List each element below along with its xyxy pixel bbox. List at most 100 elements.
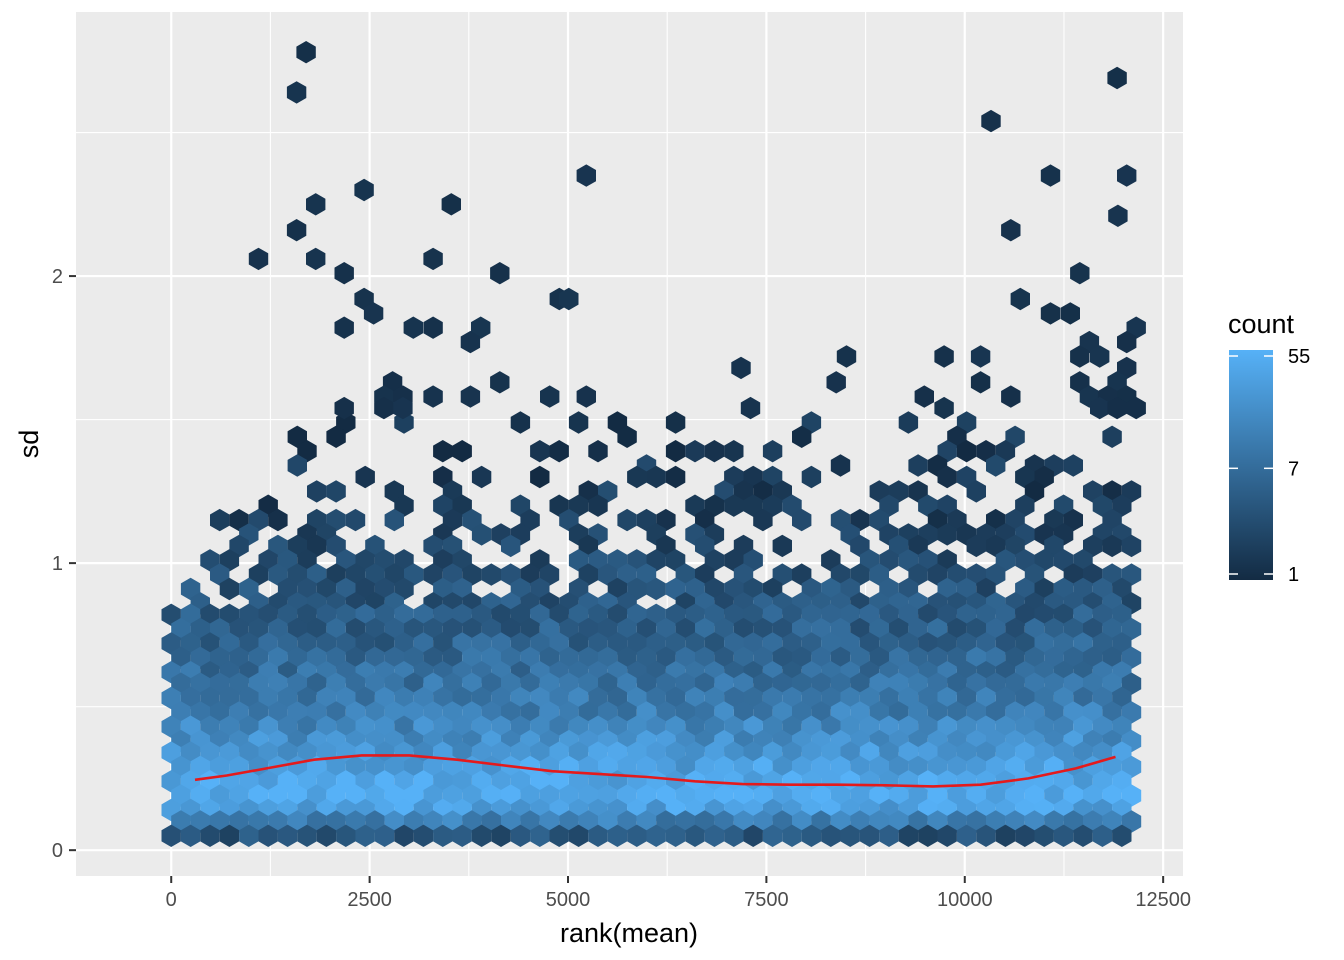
hex-cell xyxy=(549,770,569,793)
hex-cell xyxy=(520,784,540,807)
hex-cell xyxy=(394,770,414,793)
hex-cell xyxy=(578,480,598,503)
hex-cell xyxy=(549,440,569,463)
hex-cell xyxy=(316,715,337,738)
hex-cell xyxy=(1034,603,1054,626)
hex-cell xyxy=(772,672,792,695)
hex-cell xyxy=(966,755,986,779)
hex-cell xyxy=(966,617,986,641)
hex-cell xyxy=(491,824,511,847)
hex-cell xyxy=(772,701,792,724)
hex-cell xyxy=(588,632,608,655)
hex-cell xyxy=(1073,770,1093,793)
hex-cell xyxy=(530,824,550,847)
hex-cell xyxy=(889,617,909,641)
hex-cell xyxy=(442,508,463,532)
hex-cell xyxy=(576,385,596,408)
hex-cell xyxy=(714,810,734,833)
hex-cell xyxy=(724,440,744,463)
hex-cell xyxy=(336,770,356,793)
hex-cell xyxy=(840,686,860,710)
hex-cell xyxy=(685,741,705,764)
hex-cell xyxy=(297,824,317,847)
hex-cell xyxy=(277,549,298,572)
hex-cell xyxy=(1121,617,1142,641)
hex-cell xyxy=(452,577,472,601)
hex-cell xyxy=(1015,770,1035,793)
hex-cell xyxy=(433,686,453,710)
hex-cell xyxy=(248,508,269,532)
hex-cell xyxy=(190,646,210,669)
hex-cell xyxy=(704,686,725,710)
hex-cell xyxy=(460,330,481,354)
hex-cell xyxy=(161,741,181,764)
hex-cell xyxy=(394,686,414,710)
hex-cell xyxy=(1053,770,1074,793)
hex-cell xyxy=(879,824,899,847)
hex-cell xyxy=(976,632,996,655)
hex-cell xyxy=(762,577,783,601)
hex-cell xyxy=(1126,396,1146,420)
hex-cell xyxy=(859,686,880,710)
hex-cell xyxy=(491,770,511,793)
hex-cell xyxy=(530,715,550,738)
hex-cell xyxy=(830,784,851,807)
hex-cell xyxy=(830,454,851,477)
hex-cell xyxy=(229,810,249,833)
hex-cell xyxy=(986,508,1006,532)
hex-cell xyxy=(210,810,230,833)
hex-cell xyxy=(1024,784,1045,807)
hex-cell xyxy=(510,577,531,601)
hex-cell xyxy=(394,577,414,601)
hex-cell xyxy=(413,770,434,793)
hex-cell xyxy=(239,632,259,655)
hex-cell xyxy=(520,701,540,724)
hex-cell xyxy=(296,41,316,64)
hex-cell xyxy=(859,603,880,626)
hex-cell xyxy=(927,508,948,532)
hex-cell xyxy=(588,741,608,764)
hex-cell xyxy=(836,345,857,368)
hex-cell xyxy=(743,577,763,601)
hex-cell xyxy=(1112,770,1132,793)
hex-cell xyxy=(724,715,744,738)
hex-cell xyxy=(821,603,841,626)
hex-cell xyxy=(733,701,754,724)
hex-cell xyxy=(646,465,666,489)
hex-cell xyxy=(433,824,453,847)
hex-cell xyxy=(1092,494,1113,517)
hex-cell xyxy=(598,646,618,669)
hex-cell xyxy=(1092,715,1113,738)
hex-cell xyxy=(384,784,404,807)
hex-cell xyxy=(821,715,841,738)
hex-cell xyxy=(869,646,889,669)
hex-cell xyxy=(627,632,647,655)
hex-cell xyxy=(1112,741,1132,764)
hex-cell xyxy=(762,603,783,626)
hex-cell xyxy=(1005,646,1025,669)
hex-cell xyxy=(365,563,385,586)
hex-cell xyxy=(908,784,928,807)
hex-cell xyxy=(617,646,637,669)
hex-cell xyxy=(578,701,598,724)
hex-cell xyxy=(539,672,560,695)
hex-cell xyxy=(374,715,395,738)
hex-cell xyxy=(656,508,676,532)
hex-cell xyxy=(1044,701,1064,724)
hex-cell xyxy=(859,824,880,847)
hex-cell xyxy=(889,480,909,503)
hex-cell xyxy=(1070,345,1090,368)
hex-cell xyxy=(889,534,909,558)
hex-cell xyxy=(452,632,472,655)
hex-cell xyxy=(307,701,327,724)
hex-cell xyxy=(607,715,628,738)
hex-cell xyxy=(995,632,1016,655)
hex-cell xyxy=(442,617,463,641)
hex-cell xyxy=(656,534,676,558)
hex-cell xyxy=(821,824,841,847)
hex-cell xyxy=(491,686,511,710)
hex-cell xyxy=(578,810,598,833)
hex-cell xyxy=(1083,480,1103,503)
hex-cell xyxy=(1121,646,1142,669)
hex-cell xyxy=(588,686,608,710)
